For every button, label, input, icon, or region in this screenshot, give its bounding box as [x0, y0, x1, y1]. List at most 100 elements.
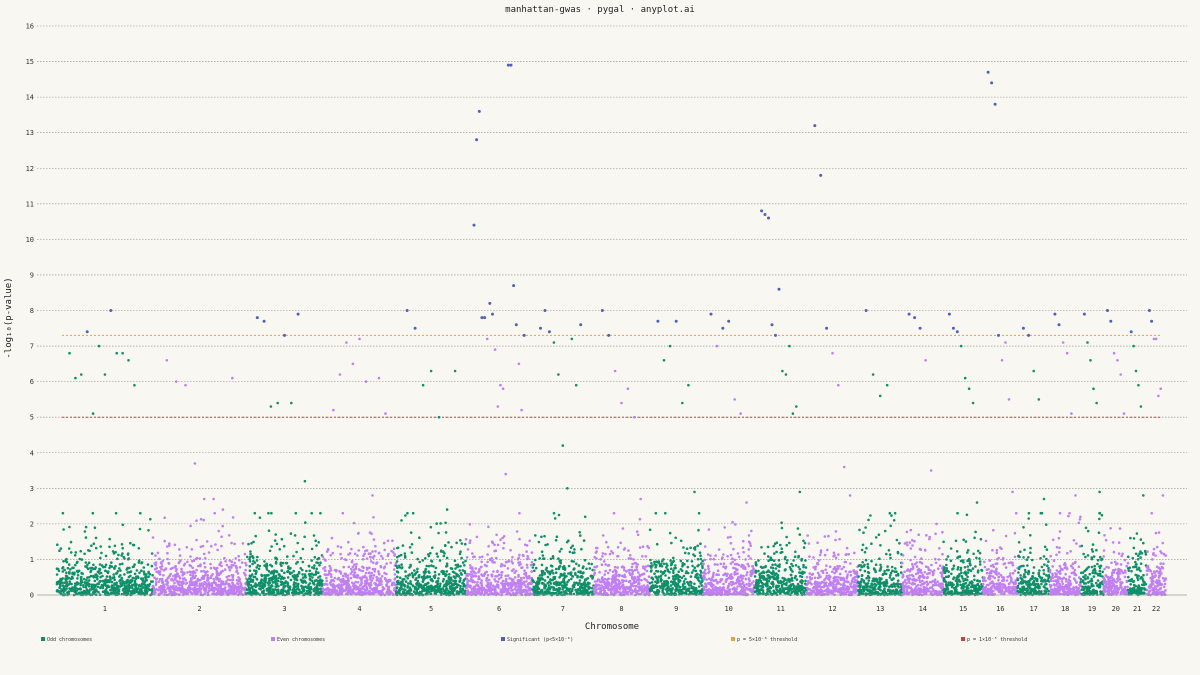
- snp-point: [480, 579, 484, 582]
- snp-point: [529, 563, 533, 567]
- snp-point: [571, 584, 575, 588]
- snp-point: [336, 545, 340, 548]
- snp-point: [474, 572, 477, 575]
- snp-point: [400, 585, 403, 589]
- snp-point: [227, 566, 231, 569]
- snp-point: [379, 565, 383, 568]
- snp-point: [87, 579, 91, 582]
- snp-point: [108, 566, 111, 570]
- snp-point: [344, 588, 348, 592]
- snp-point: [772, 559, 776, 562]
- snp-point: [237, 559, 241, 562]
- snp-point: [760, 588, 763, 591]
- snp-point: [577, 570, 580, 573]
- snp-point: [546, 575, 550, 579]
- snp-point: [686, 565, 690, 569]
- snp-point: [269, 576, 273, 580]
- snp-point: [337, 591, 341, 594]
- snp-point: [782, 579, 786, 583]
- snp-point: [579, 534, 582, 537]
- snp-point: [580, 547, 583, 551]
- snp-point: [206, 583, 209, 587]
- snp-point: [619, 541, 622, 545]
- snp-point: [669, 563, 673, 567]
- snp-point: [321, 587, 325, 590]
- snp-point: [659, 577, 663, 580]
- snp-point: [375, 562, 378, 565]
- snp-point: [490, 587, 494, 591]
- snp-point: [289, 572, 292, 576]
- snp-point: [211, 592, 215, 595]
- snp-point: [194, 580, 198, 583]
- snp-point: [671, 575, 675, 578]
- snp-point: [598, 571, 601, 574]
- snp-point: [252, 556, 255, 559]
- snp-point: [248, 559, 252, 563]
- snp-point: [237, 554, 240, 558]
- snp-point: [140, 561, 144, 564]
- snp-point: [672, 577, 675, 581]
- snp-point: [254, 534, 257, 538]
- snp-point: [667, 585, 670, 589]
- snp-point: [723, 526, 726, 529]
- snp-point: [454, 567, 457, 570]
- snp-point: [559, 561, 562, 565]
- snp-point: [127, 588, 131, 592]
- snp-point: [236, 582, 239, 585]
- snp-point: [87, 585, 91, 588]
- snp-point: [173, 543, 177, 547]
- snp-point: [495, 533, 498, 537]
- snp-point: [235, 585, 239, 589]
- snp-point: [110, 561, 113, 564]
- snp-point: [189, 587, 192, 591]
- snp-point: [706, 553, 710, 556]
- snp-point: [518, 582, 521, 585]
- y-tick-label: 10: [26, 236, 34, 244]
- snp-point: [223, 568, 227, 571]
- snp-point: [303, 573, 307, 576]
- snp-point: [445, 565, 448, 568]
- snp-point: [414, 578, 417, 581]
- snp-point: [186, 591, 190, 595]
- snp-point: [250, 590, 254, 594]
- snp-point: [726, 585, 730, 588]
- snp-point: [428, 571, 431, 574]
- snp-point: [640, 585, 643, 588]
- snp-point: [557, 581, 560, 584]
- snp-point: [210, 544, 213, 548]
- data-points: [55, 63, 1167, 597]
- snp-point: [103, 565, 107, 569]
- snp-point: [212, 580, 216, 583]
- snp-point: [55, 582, 59, 585]
- snp-point: [308, 569, 312, 573]
- snp-point: [179, 581, 182, 584]
- snp-point: [378, 581, 382, 584]
- snp-point: [221, 569, 224, 573]
- snp-point: [666, 569, 670, 573]
- snp-point: [594, 565, 598, 569]
- snp-point: [569, 546, 573, 549]
- snp-point: [555, 535, 559, 538]
- snp-point: [696, 573, 699, 576]
- snp-point: [243, 552, 247, 556]
- snp-point: [725, 589, 728, 593]
- snp-point: [590, 562, 593, 566]
- snp-point: [356, 581, 360, 584]
- snp-point: [627, 549, 630, 552]
- snp-point: [554, 571, 558, 574]
- snp-point: [148, 572, 152, 576]
- snp-point: [144, 587, 147, 590]
- snp-point: [368, 586, 372, 589]
- snp-point: [485, 588, 488, 592]
- chart-title: manhattan-gwas · pygal · anyplot.ai: [505, 5, 695, 15]
- snp-point: [218, 573, 221, 576]
- snp-point: [699, 542, 702, 545]
- snp-point: [254, 570, 258, 574]
- snp-point: [144, 589, 147, 593]
- snp-point: [326, 586, 330, 590]
- snp-point: [330, 575, 333, 579]
- snp-point: [104, 563, 108, 567]
- snp-point: [751, 565, 754, 568]
- snp-point: [76, 574, 80, 577]
- snp-point: [454, 576, 457, 580]
